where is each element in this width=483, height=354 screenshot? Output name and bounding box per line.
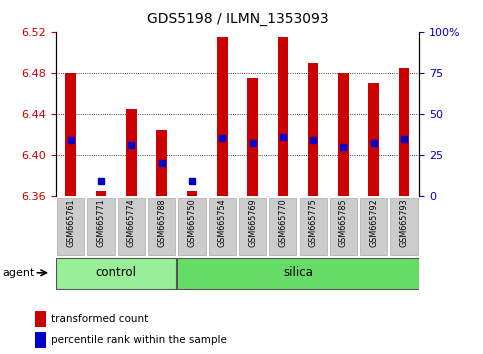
Bar (308, 63, 318, 196)
FancyBboxPatch shape (330, 198, 357, 256)
Text: agent: agent (3, 268, 35, 278)
FancyBboxPatch shape (87, 198, 114, 256)
Text: transformed count: transformed count (51, 314, 148, 324)
Bar (156, 130, 167, 196)
Text: GSM665769: GSM665769 (248, 198, 257, 247)
Text: GSM665788: GSM665788 (157, 198, 166, 247)
FancyBboxPatch shape (148, 198, 175, 256)
Text: GSM665771: GSM665771 (97, 198, 105, 247)
Bar (35, 332, 46, 348)
FancyBboxPatch shape (269, 198, 297, 256)
Bar (35, 311, 46, 327)
Text: percentile rank within the sample: percentile rank within the sample (51, 335, 227, 345)
FancyBboxPatch shape (360, 198, 387, 256)
Text: control: control (96, 266, 137, 279)
Bar (338, 73, 349, 196)
FancyBboxPatch shape (299, 198, 327, 256)
Text: GSM665754: GSM665754 (218, 198, 227, 247)
Text: GSM665770: GSM665770 (278, 198, 287, 247)
Bar (126, 109, 137, 196)
Text: GSM665750: GSM665750 (187, 198, 197, 247)
FancyBboxPatch shape (209, 198, 236, 256)
Text: GDS5198 / ILMN_1353093: GDS5198 / ILMN_1353093 (146, 12, 328, 27)
FancyBboxPatch shape (390, 198, 418, 256)
FancyBboxPatch shape (56, 258, 176, 289)
FancyBboxPatch shape (118, 198, 145, 256)
FancyBboxPatch shape (177, 258, 420, 289)
Bar (399, 68, 410, 196)
FancyBboxPatch shape (57, 198, 85, 256)
Text: silica: silica (283, 266, 313, 279)
Text: GSM665785: GSM665785 (339, 198, 348, 247)
Text: GSM665775: GSM665775 (309, 198, 318, 247)
Text: GSM665792: GSM665792 (369, 198, 378, 247)
Bar (278, 37, 288, 196)
FancyBboxPatch shape (178, 198, 206, 256)
Bar (96, 191, 106, 196)
Bar (369, 83, 379, 196)
Text: GSM665761: GSM665761 (66, 198, 75, 247)
Text: GSM665774: GSM665774 (127, 198, 136, 247)
Text: GSM665793: GSM665793 (399, 198, 409, 247)
FancyBboxPatch shape (239, 198, 266, 256)
Bar (65, 73, 76, 196)
Bar (186, 191, 197, 196)
Bar (247, 78, 258, 196)
Bar (217, 37, 227, 196)
